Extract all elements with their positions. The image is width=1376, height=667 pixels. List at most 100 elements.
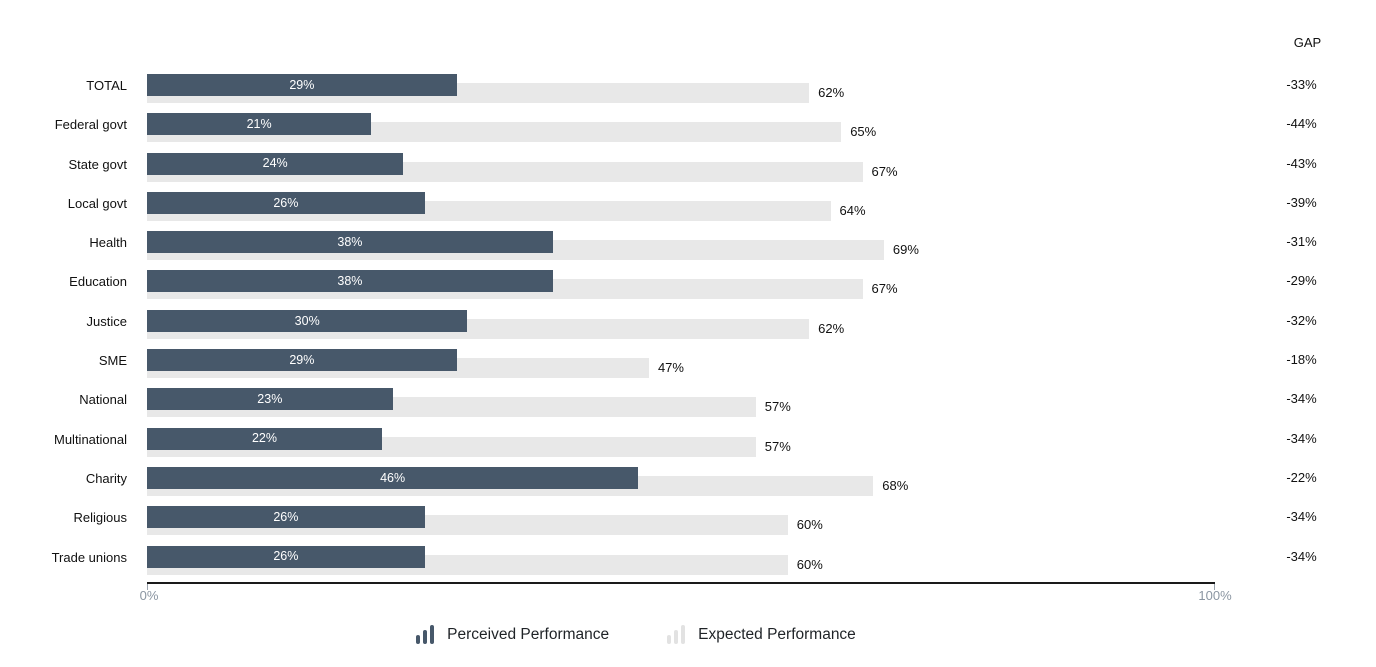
row-plot-area: 46% 68%	[147, 466, 1215, 505]
chart-row: National 23% 57% -34%	[0, 387, 1376, 426]
chart-row: State govt 24% 67% -43%	[0, 152, 1376, 191]
expected-value-label: 60%	[796, 556, 823, 572]
legend-label-perceived: Perceived Performance	[447, 625, 610, 643]
perceived-value-label: 23%	[257, 392, 283, 407]
row-plot-area: 26% 60%	[147, 505, 1215, 544]
expected-value-label: 62%	[818, 85, 845, 100]
expected-value-label: 64%	[839, 202, 866, 218]
legend-item-expected: Expected Performance	[667, 625, 856, 644]
chart-row: Federal govt 21% 65% -44%	[0, 112, 1376, 151]
perceived-value-label: 29%	[289, 77, 315, 92]
row-plot-area: 23% 57%	[147, 387, 1215, 426]
perceived-bar: 38%	[147, 270, 553, 293]
chart-row: Charity 46% 68% -22%	[0, 466, 1376, 505]
bar-chart-icon	[667, 625, 686, 644]
category-label: TOTAL	[86, 78, 127, 93]
expected-value-label: 69%	[892, 242, 919, 258]
perceived-bar: 21%	[147, 113, 372, 136]
perceived-value-label: 22%	[251, 431, 277, 446]
row-plot-area: 29% 62%	[147, 73, 1215, 112]
gap-value: -34%	[1286, 391, 1317, 407]
expected-value-label: 65%	[850, 124, 877, 140]
x-axis-tick-100	[1214, 584, 1215, 590]
category-label: Religious	[73, 510, 127, 526]
perceived-bar: 29%	[147, 349, 457, 372]
expected-value-label: 57%	[764, 438, 791, 454]
gap-value: -43%	[1286, 155, 1317, 171]
category-label: Education	[69, 274, 127, 290]
row-plot-area: 21% 65%	[147, 112, 1215, 151]
chart-row: Justice 30% 62% -32%	[0, 309, 1376, 348]
perceived-value-label: 38%	[337, 234, 363, 249]
row-plot-area: 26% 60%	[147, 545, 1215, 584]
gap-value: -44%	[1286, 116, 1317, 132]
chart-row: SME 29% 47% -18%	[0, 348, 1376, 387]
perceived-value-label: 46%	[380, 470, 406, 485]
perceived-bar: 29%	[147, 74, 457, 96]
row-plot-area: 29% 47%	[147, 348, 1215, 387]
expected-value-label: 62%	[818, 320, 845, 336]
perceived-value-label: 21%	[246, 117, 272, 132]
expected-value-label: 57%	[764, 399, 791, 415]
category-label: National	[79, 392, 127, 408]
gap-value: -29%	[1286, 273, 1317, 289]
gap-value: -34%	[1286, 548, 1317, 564]
gap-value: -32%	[1286, 312, 1317, 328]
category-label: Justice	[86, 313, 127, 329]
x-axis-label-100: 100%	[1198, 588, 1232, 603]
row-plot-area: 26% 64%	[147, 191, 1215, 230]
perceived-value-label: 26%	[273, 510, 299, 525]
category-label: Health	[89, 235, 127, 251]
legend-label-expected: Expected Performance	[698, 625, 856, 643]
perceived-bar: 30%	[147, 309, 468, 332]
gap-value: -33%	[1286, 77, 1317, 92]
gap-value: -34%	[1286, 509, 1317, 525]
perceived-bar: 23%	[147, 388, 393, 411]
legend: Perceived Performance Expected Performan…	[0, 625, 1324, 644]
category-label: Federal govt	[54, 117, 127, 133]
expected-value-label: 67%	[871, 163, 898, 179]
row-plot-area: 38% 67%	[147, 269, 1215, 308]
row-plot-area: 30% 62%	[147, 309, 1215, 348]
chart-row: Local govt 26% 64% -39%	[0, 191, 1376, 230]
category-label: Trade unions	[51, 549, 127, 565]
perceived-value-label: 38%	[337, 274, 363, 289]
chart-row: Multinational 22% 57% -34%	[0, 427, 1376, 466]
category-label: Charity	[85, 470, 127, 486]
perceived-bar: 26%	[147, 545, 425, 568]
expected-value-label: 47%	[657, 360, 684, 376]
gap-value: -34%	[1286, 430, 1317, 446]
expected-value-label: 60%	[796, 517, 823, 533]
gap-value: -39%	[1286, 194, 1317, 210]
bar-chart-icon	[416, 625, 435, 644]
chart-row: Religious 26% 60% -34%	[0, 505, 1376, 544]
chart-row: Education 38% 67% -29%	[0, 269, 1376, 308]
category-label: SME	[98, 353, 127, 369]
perceived-bar: 24%	[147, 152, 404, 175]
perceived-value-label: 29%	[289, 352, 315, 367]
chart-row: Trade unions 26% 60% -34%	[0, 545, 1376, 584]
gap-value: -31%	[1286, 234, 1317, 250]
x-axis-line	[147, 582, 1215, 584]
gap-value: -22%	[1286, 469, 1317, 485]
perceived-bar: 38%	[147, 231, 553, 254]
perceived-value-label: 30%	[294, 313, 320, 328]
row-plot-area: 24% 67%	[147, 152, 1215, 191]
expected-value-label: 68%	[882, 477, 909, 493]
category-label: State govt	[68, 156, 127, 172]
perceived-bar: 26%	[147, 191, 425, 214]
legend-item-perceived: Perceived Performance	[416, 625, 609, 644]
row-plot-area: 22% 57%	[147, 427, 1215, 466]
category-label: Local govt	[67, 195, 127, 211]
chart-rows: TOTAL 29% 62% -33% Federal govt 21% 65% -44% Sta…	[0, 73, 1376, 584]
gap-column-header: GAP	[1293, 35, 1322, 50]
perceived-value-label: 24%	[262, 156, 288, 171]
perceived-value-label: 26%	[273, 195, 299, 210]
chart-row: TOTAL 29% 62% -33%	[0, 73, 1376, 112]
row-plot-area: 38% 69%	[147, 230, 1215, 269]
gap-value: -18%	[1286, 352, 1317, 368]
perceived-bar: 26%	[147, 506, 425, 529]
expected-value-label: 67%	[871, 281, 898, 297]
category-label: Multinational	[54, 431, 127, 447]
chart-row: Health 38% 69% -31%	[0, 230, 1376, 269]
